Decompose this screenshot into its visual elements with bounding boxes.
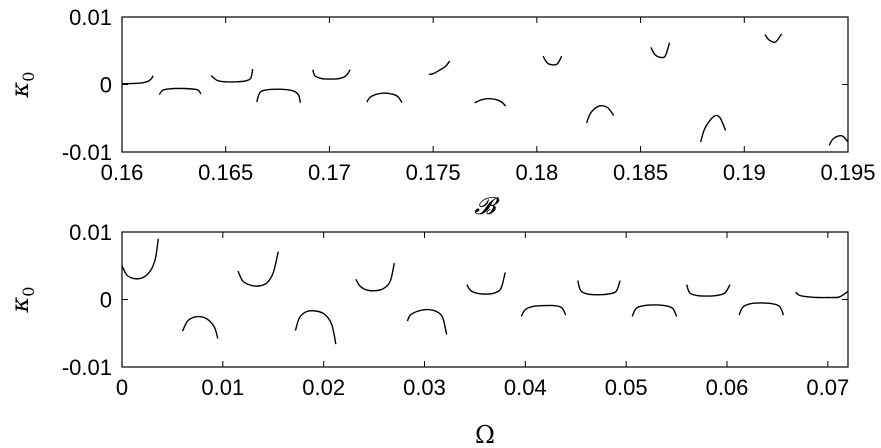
x-tick-label: 0.185	[613, 160, 668, 185]
x-tick-label: 0.16	[101, 160, 144, 185]
series-curve-4	[355, 262, 395, 292]
x-tick-label: 0.175	[406, 160, 461, 185]
y-axis-label-symbol: κ	[6, 296, 34, 313]
x-tick-label: 0.06	[706, 375, 749, 400]
series-curve-3	[256, 88, 302, 103]
y-tick-label: 0.01	[69, 5, 112, 30]
x-axis-label: Ω	[475, 421, 495, 448]
series-curve-9	[585, 105, 615, 124]
x-tick-label: 0.04	[504, 375, 547, 400]
x-tick-label: 0.03	[403, 375, 446, 400]
x-tick-label: 0	[116, 375, 128, 400]
plot-frame	[121, 231, 849, 368]
series-curve-11	[700, 114, 727, 143]
chart-top-panel: 0.16 0.165 0.17 0.175 0.18 0.185 0.19 0.195 -0.0…	[6, 5, 876, 220]
x-axis-label: 𝓑	[474, 192, 500, 220]
y-tick-label: 0	[100, 288, 112, 313]
series-curve-3	[294, 309, 337, 345]
series-curve-7	[520, 304, 567, 317]
series-curve-11	[738, 302, 785, 316]
plot-frame	[121, 16, 849, 153]
series-curve-7	[474, 97, 507, 107]
y-axis-label-symbol: κ	[6, 81, 34, 98]
series-curve-4	[312, 69, 351, 80]
y-tick-label: 0.01	[69, 220, 112, 245]
series-curve-12	[795, 290, 849, 299]
x-tick-label: 0.18	[515, 160, 558, 185]
x-tick-label: 0.17	[308, 160, 351, 185]
series-curve-2	[237, 251, 279, 287]
y-tick-label: 0	[100, 73, 112, 98]
x-tick-label: 0.19	[723, 160, 766, 185]
series-curve-6	[428, 60, 451, 76]
series-curve-5	[406, 308, 448, 335]
series-curve-0	[121, 75, 154, 85]
x-tick-label: 0.165	[198, 160, 253, 185]
series-curve-10	[650, 42, 671, 59]
x-tick-label: 0.07	[806, 375, 849, 400]
y-axis-label-subscript: 0	[19, 287, 38, 297]
x-tick-label: 0.05	[605, 375, 648, 400]
series-curve-1	[158, 87, 202, 96]
y-tick-label: -0.01	[62, 140, 112, 165]
y-axis-label: κ0	[6, 72, 38, 99]
series-curve-6	[466, 272, 506, 295]
x-tick-label: 0.01	[201, 375, 244, 400]
series-curve-1	[181, 315, 219, 339]
series-curve-8	[542, 55, 563, 66]
chart-bottom-panel: 0 0.01 0.02 0.03 0.04 0.05 0.06 0.07-0.0100.01Ω…	[6, 220, 849, 448]
series-curve-5	[366, 92, 403, 104]
series-curve-2	[210, 68, 254, 83]
series-curve-12	[764, 33, 783, 43]
y-axis-label-subscript: 0	[19, 72, 38, 82]
series-curve-9	[631, 304, 678, 317]
series-curve-10	[686, 284, 731, 297]
series-curve-13	[828, 134, 849, 146]
x-tick-label: 0.02	[302, 375, 345, 400]
y-tick-label: -0.01	[62, 355, 112, 380]
y-axis-label: κ0	[6, 287, 38, 314]
x-tick-label: 0.195	[820, 160, 875, 185]
series-curve-8	[577, 280, 621, 296]
series-curve-0	[121, 238, 159, 280]
